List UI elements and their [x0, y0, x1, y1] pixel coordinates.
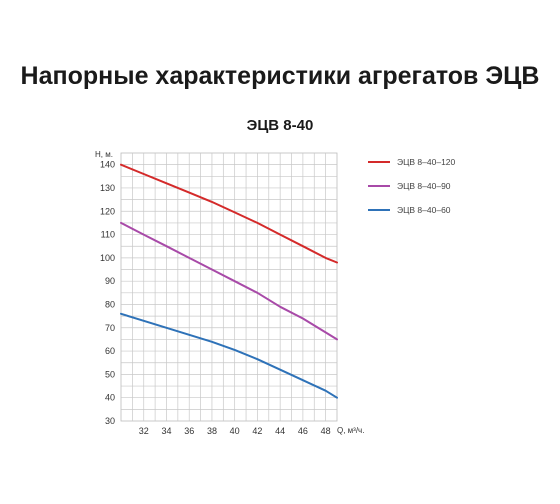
series-line — [120, 163, 338, 264]
x-tick-label: 46 — [298, 426, 308, 436]
x-tick-label: 38 — [207, 426, 217, 436]
x-tick-label: 32 — [139, 426, 149, 436]
x-tick-label: 44 — [275, 426, 285, 436]
x-tick-label: 48 — [321, 426, 331, 436]
x-tick-label: 40 — [230, 426, 240, 436]
legend-label: ЭЦВ 8–40–90 — [397, 181, 451, 191]
series-line — [120, 221, 338, 341]
x-axis-label: Q, м³/ч. — [337, 426, 364, 435]
legend-label: ЭЦВ 8–40–120 — [397, 157, 456, 167]
chart-title: ЭЦВ 8-40 — [246, 117, 314, 134]
y-tick-label: 30 — [105, 416, 115, 426]
chart-legend: ЭЦВ 8–40–120 ЭЦВ 8–40–90 ЭЦВ 8–40–60 — [368, 157, 456, 215]
x-tick-label: 42 — [252, 426, 262, 436]
y-tick-label: 90 — [105, 276, 115, 286]
legend-label: ЭЦВ 8–40–60 — [397, 205, 451, 215]
y-tick-label: 100 — [100, 253, 115, 263]
y-tick-label: 60 — [105, 346, 115, 356]
x-tick-label: 36 — [184, 426, 194, 436]
y-tick-label: 120 — [100, 206, 115, 216]
plot-frame — [120, 152, 338, 422]
x-tick-label: 34 — [161, 426, 171, 436]
series-line — [120, 312, 338, 399]
y-tick-label: 80 — [105, 299, 115, 309]
chart-series — [120, 163, 338, 399]
page-heading: Напорные характеристики агрегатов ЭЦВ — [20, 62, 540, 90]
chart-ticks: 30 40 50 60 70 80 90 100 110 120 130 140 32 34 36 38 40 4… — [100, 160, 331, 436]
y-axis-label: Н, м. — [95, 150, 113, 159]
y-tick-label: 130 — [100, 183, 115, 193]
y-tick-label: 110 — [101, 230, 115, 240]
y-tick-label: 50 — [105, 369, 115, 379]
y-tick-label: 40 — [105, 393, 115, 403]
y-tick-label: 140 — [100, 160, 115, 170]
y-tick-label: 70 — [105, 323, 115, 333]
